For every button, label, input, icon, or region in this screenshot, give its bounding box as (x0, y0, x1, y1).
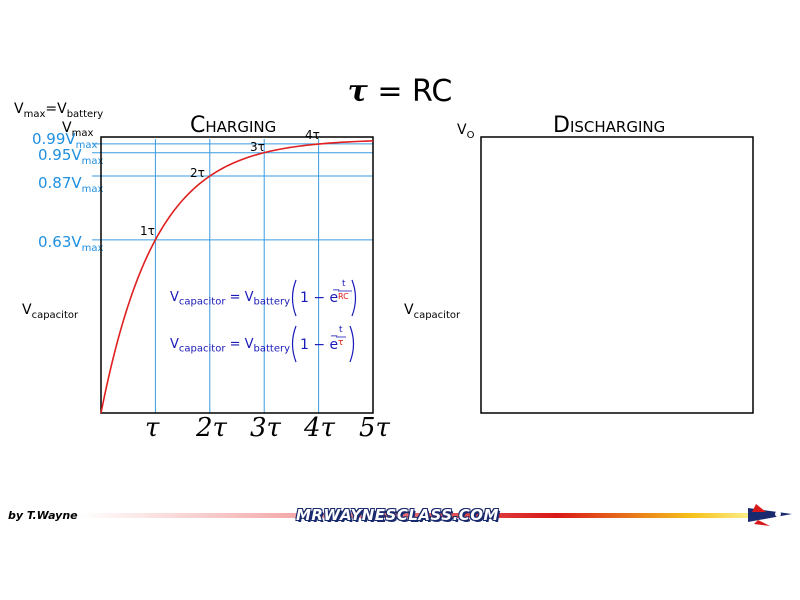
eq2-one-minus-e: 1 − e (300, 337, 339, 353)
charging-frame (100, 136, 374, 414)
grid-lines (92, 139, 373, 413)
title-rest: = RC (367, 74, 453, 109)
charging-equation-tau: Vcapacitor = Vbattery (170, 337, 290, 355)
level-label-0.63: 0.63Vmax (38, 233, 104, 254)
charging-equation-rc: Vcapacitor = Vbattery (170, 290, 290, 308)
x-tick-2: 2τ (196, 413, 227, 443)
x-tick-1: τ (145, 413, 160, 443)
charging-heading: Charging (190, 113, 277, 138)
discharging-frame (480, 136, 754, 414)
eq1-one-minus-e: 1 − e (300, 290, 339, 306)
marker-2tau: 2τ (190, 166, 205, 180)
eq2-exp-minus: − (330, 331, 339, 342)
eq1-right-paren (351, 279, 357, 317)
level-label-0.99: 0.99Vmax (32, 130, 98, 151)
brand-link[interactable]: MRWAYNESCLASS.COM (296, 506, 499, 524)
eq1-left-paren (291, 279, 297, 317)
charging-curve (100, 140, 374, 414)
eq2-right-paren (349, 325, 355, 363)
x-tick-4: 4τ (304, 413, 335, 443)
rocket-icon (748, 504, 792, 526)
x-tick-5: 5τ (359, 413, 390, 443)
eq1-exp-num: t (342, 279, 346, 289)
v0-label: VO (457, 122, 475, 141)
vmax-equals-vbattery-label: Vmax=Vbattery (14, 101, 104, 120)
eq2-exp-den: τ (338, 338, 344, 348)
eq1-exp-minus: − (332, 285, 341, 296)
vmax-label: Vmax (62, 120, 94, 139)
eq2-exp-num: t (339, 325, 343, 335)
charging-y-label: Vcapacitor (22, 302, 79, 321)
discharging-heading: Discharging (553, 113, 666, 138)
eq1-exp-den: RC (338, 292, 349, 301)
title-tau: τ (347, 74, 368, 109)
marker-3tau: 3τ (250, 140, 265, 154)
byline: by T.Wayne (8, 509, 78, 522)
page-title: τ = RC (0, 74, 800, 109)
marker-4tau: 4τ (305, 128, 320, 142)
discharging-y-label: Vcapacitor (404, 302, 461, 321)
eq2-left-paren (291, 325, 297, 363)
x-tick-3: 3τ (250, 413, 281, 443)
level-label-0.87: 0.87Vmax (38, 174, 104, 195)
footer-streak (80, 513, 760, 518)
marker-1tau: 1τ (140, 224, 155, 238)
level-label-0.95: 0.95Vmax (38, 146, 104, 167)
